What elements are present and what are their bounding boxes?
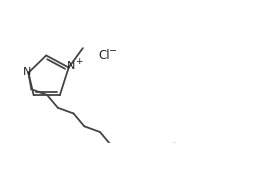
Text: −: − [109, 46, 117, 56]
Text: Cl: Cl [99, 49, 110, 62]
Text: N: N [67, 61, 75, 71]
Text: N: N [23, 67, 31, 77]
Text: +: + [75, 57, 83, 66]
